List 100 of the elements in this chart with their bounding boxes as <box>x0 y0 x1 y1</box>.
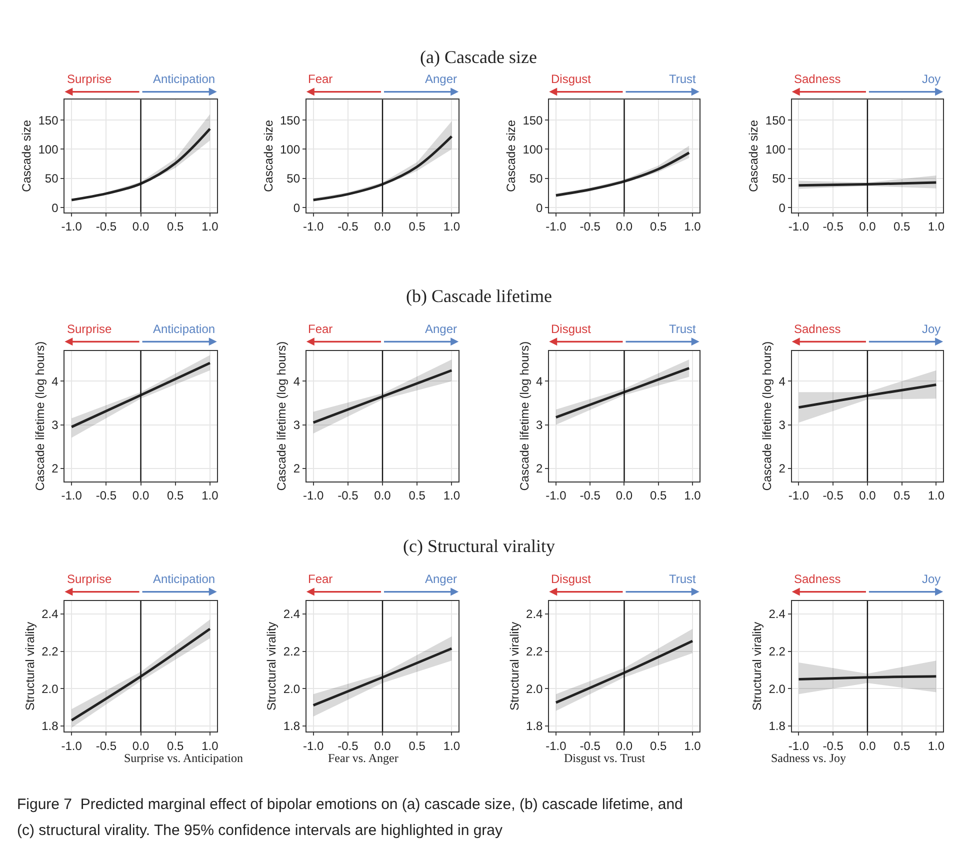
y-axis-title: Cascade size <box>261 120 276 192</box>
text: Anticipation <box>153 572 216 586</box>
x-tick-label: 1.0 <box>928 488 945 503</box>
y-axis-title: Cascade size <box>504 120 518 192</box>
y-tick-label: 2.0 <box>526 682 544 696</box>
y-tick-label: 4 <box>536 374 544 388</box>
y-axis-title: Structural virality <box>264 622 279 711</box>
text: Joy <box>922 72 941 86</box>
x-tick-label: -0.5 <box>822 488 844 503</box>
x-tick-label: -0.5 <box>338 220 359 234</box>
y-tick-label: 2.2 <box>42 644 59 658</box>
x-tick-label: 0.0 <box>859 488 876 503</box>
y-tick-label: 150 <box>522 113 544 128</box>
x-tick-label: 0.5 <box>650 488 668 503</box>
x-tick-label: 0.0 <box>374 488 392 503</box>
text: Disgust <box>551 572 592 586</box>
text: Fear <box>308 572 333 586</box>
x-tick-label: -0.5 <box>580 738 601 753</box>
y-tick-label: 3 <box>52 418 59 432</box>
x-tick-label: 0.0 <box>132 220 150 234</box>
text: Trust <box>669 572 697 586</box>
text: (c) structural virality. The 95% confidence intervals are highlighted in gray <box>17 822 504 839</box>
y-tick-label: 0 <box>778 200 786 215</box>
text: Surprise <box>67 322 112 336</box>
x-tick-label: 1.0 <box>443 488 460 503</box>
text: Trust <box>669 72 697 86</box>
y-tick-label: 2.2 <box>283 644 300 658</box>
y-tick-label: 2.4 <box>768 607 786 622</box>
text: (c) Structural virality <box>403 536 555 556</box>
y-tick-label: 2.0 <box>42 682 59 696</box>
text: Joy <box>922 322 941 336</box>
text: Surprise <box>67 572 112 586</box>
x-tick-label: 1.0 <box>202 220 219 234</box>
y-tick-label: 3 <box>536 418 544 432</box>
y-tick-label: 2.0 <box>283 682 300 696</box>
y-tick-label: 2.2 <box>768 644 786 658</box>
x-tick-label: -1.0 <box>546 738 567 753</box>
x-tick-label: 1.0 <box>202 738 219 753</box>
x-tick-label: 0.0 <box>616 488 633 503</box>
x-tick-label: 1.0 <box>684 488 702 503</box>
y-tick-label: 100 <box>522 142 544 156</box>
y-tick-label: 4 <box>293 374 300 388</box>
y-tick-label: 0 <box>52 200 59 215</box>
x-tick-label: 0.0 <box>132 488 150 503</box>
x-tick-label: -0.5 <box>338 488 359 503</box>
text: Sadness <box>794 572 841 586</box>
text: Anger <box>425 72 458 86</box>
y-tick-label: 0 <box>293 200 300 215</box>
y-tick-label: 2.0 <box>768 682 786 696</box>
y-tick-label: 2.4 <box>42 607 59 622</box>
x-tick-label: 0.0 <box>859 738 876 753</box>
x-tick-label: -1.0 <box>61 488 82 503</box>
y-tick-label: 100 <box>38 142 59 156</box>
y-tick-label: 100 <box>280 142 300 156</box>
x-tick-label: 0.0 <box>859 220 876 234</box>
x-tick-label: -0.5 <box>822 738 844 753</box>
x-tick-label: 0.0 <box>374 220 392 234</box>
caption: Figure 7 Predicted marginal effect of bipolar emotions on (a) cascade size, (b) cascade lifetime, and <box>17 796 683 813</box>
x-tick-label: 1.0 <box>443 220 460 234</box>
x-tick-label: 0.0 <box>616 738 633 753</box>
y-tick-label: 2 <box>778 461 786 476</box>
x-tick-label: -1.0 <box>546 488 567 503</box>
y-tick-label: 4 <box>52 374 59 388</box>
y-tick-label: 1.8 <box>526 719 544 734</box>
text: Disgust <box>551 322 592 336</box>
x-tick-label: -0.5 <box>822 220 844 234</box>
y-tick-label: 2.2 <box>526 644 544 658</box>
y-tick-label: 1.8 <box>283 719 300 734</box>
x-tick-label: -0.5 <box>580 220 601 234</box>
x-tick-label: 0.5 <box>650 738 668 753</box>
text: Trust <box>669 322 697 336</box>
y-axis-title: Structural virality <box>750 622 764 711</box>
text: Disgust <box>551 72 592 86</box>
x-tick-label: -0.5 <box>338 738 359 753</box>
x-tick-label: 0.0 <box>616 220 633 234</box>
x-tick-label: -0.5 <box>96 738 117 753</box>
y-tick-label: 3 <box>293 418 300 432</box>
x-tick-label: 0.5 <box>893 220 910 234</box>
x-tick-label: -1.0 <box>788 488 810 503</box>
x-tick-label: 0.5 <box>893 738 910 753</box>
text: Joy <box>922 572 941 586</box>
text: Surprise vs. Anticipation <box>124 751 243 765</box>
text: Anger <box>425 572 458 586</box>
x-tick-label: 0.5 <box>167 220 184 234</box>
y-tick-label: 1.8 <box>768 719 786 734</box>
text: Sadness vs. Joy <box>771 751 846 765</box>
text: Fear <box>308 72 333 86</box>
y-tick-label: 50 <box>772 172 786 186</box>
y-axis-title: Cascade size <box>746 120 761 192</box>
x-tick-label: -1.0 <box>61 738 82 753</box>
y-tick-label: 2 <box>293 461 300 476</box>
text: Surprise <box>67 72 112 86</box>
x-tick-label: 1.0 <box>443 738 460 753</box>
x-tick-label: -1.0 <box>788 220 810 234</box>
text: Disgust vs. Trust <box>564 751 646 765</box>
y-tick-label: 150 <box>280 113 300 128</box>
y-tick-label: 2.4 <box>283 607 300 622</box>
line-series <box>70 128 212 202</box>
y-tick-label: 150 <box>765 113 786 128</box>
y-tick-label: 100 <box>765 142 786 156</box>
